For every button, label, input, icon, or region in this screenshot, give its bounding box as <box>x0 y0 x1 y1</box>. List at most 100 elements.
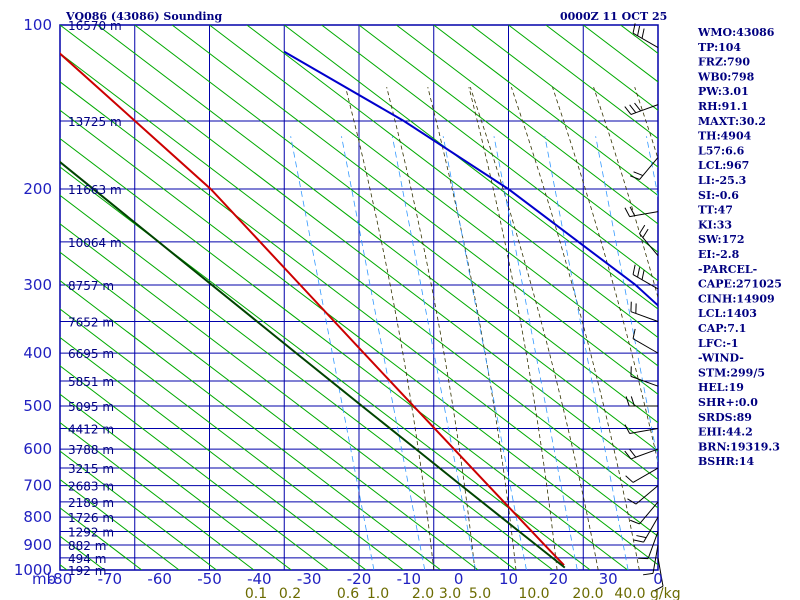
mixing-ratio-line <box>391 136 477 570</box>
pressure-tick-label: 400 <box>23 344 52 362</box>
dry-adiabat <box>60 25 658 481</box>
wind-barb-staff <box>647 531 659 559</box>
dry-adiabat <box>321 25 658 282</box>
wind-barb-flag <box>630 396 635 407</box>
temp-tick-label: 0 <box>454 570 464 588</box>
wind-barb-staff <box>639 157 659 180</box>
wind-barb-flag <box>633 171 644 177</box>
wind-barb-flag <box>629 104 637 114</box>
stat-line: TP:104 <box>698 41 741 54</box>
temp-tick-label: 10 <box>499 570 518 588</box>
wind-barb-flag <box>627 498 637 505</box>
dry-adiabat <box>60 166 591 570</box>
height-label: 16570 m <box>68 19 122 33</box>
wind-barb-staff <box>657 557 664 587</box>
stat-line: SRDS:89 <box>698 411 752 424</box>
wind-barb-staff <box>635 485 659 505</box>
mixing-ratio-line <box>748 136 800 570</box>
stat-line: LFC:-1 <box>698 337 739 350</box>
pressure-tick-label: 700 <box>23 477 52 495</box>
wind-barbs <box>624 23 664 592</box>
height-label: 5095 m <box>68 400 114 414</box>
stat-line: TH:4904 <box>698 130 752 143</box>
pressure-tick-label: 1000 <box>14 561 52 579</box>
height-label: 6695 m <box>68 347 114 361</box>
dry-adiabat <box>60 109 658 566</box>
dry-adiabat <box>60 223 516 570</box>
mixing-ratio-label: 0.1 <box>245 586 267 600</box>
mixing-ratio-unit: g/kg <box>650 586 681 600</box>
wind-barb-staff <box>632 338 659 354</box>
stat-line: RH:91.1 <box>698 100 748 113</box>
wind-barb-staff <box>639 501 659 525</box>
height-label: 11663 m <box>68 183 122 197</box>
height-label: 2189 m <box>68 496 114 510</box>
dry-adiabat <box>60 194 554 570</box>
mixing-ratio-line <box>341 136 426 570</box>
stat-line: CAP:7.1 <box>698 322 746 335</box>
dry-adiabat <box>283 25 658 310</box>
wind-barb-staff <box>652 544 659 574</box>
wind-barb-flag <box>642 228 649 238</box>
stat-line: STM:299/5 <box>698 366 765 379</box>
wind-barb-flag <box>632 264 636 275</box>
stat-line: LI:-25.3 <box>698 174 746 187</box>
height-label: 494 m <box>68 552 106 566</box>
stat-line: SW:172 <box>698 233 745 246</box>
mixing-ratio-label: 40.0 <box>614 586 645 600</box>
pressure-tick-label: 500 <box>23 397 52 415</box>
temp-tick-label: -30 <box>297 570 322 588</box>
pressure-tick-label: 200 <box>23 180 52 198</box>
wind-barb-flag <box>630 519 640 525</box>
sounding-series <box>60 50 800 570</box>
series-temperature <box>60 52 565 566</box>
stat-line: CINH:14909 <box>698 292 775 305</box>
wind-barb-flag <box>637 267 641 278</box>
mixing-ratio-line <box>595 136 658 464</box>
stat-line: L57:6.6 <box>698 144 745 157</box>
adiabat-lines <box>60 25 800 570</box>
dry-adiabat <box>60 450 217 570</box>
stat-line: TT:47 <box>698 204 733 217</box>
wind-barb-flag <box>630 175 640 180</box>
dry-adiabat <box>60 251 479 570</box>
wind-barb-flag <box>624 207 631 217</box>
series-dewpoint <box>60 160 566 569</box>
wind-barb-staff <box>630 375 659 387</box>
dry-adiabat <box>60 393 292 570</box>
dry-adiabat <box>60 81 658 537</box>
stat-line: EI:-2.8 <box>698 248 740 261</box>
stat-line: CAPE:271025 <box>698 278 782 291</box>
dry-adiabat <box>358 25 658 253</box>
series-surface-trace <box>781 563 800 570</box>
height-label: 3215 m <box>68 462 114 476</box>
wind-barb-staff <box>639 233 659 256</box>
stat-line: BSHR:14 <box>698 455 754 468</box>
wind-barb-flag <box>629 206 636 216</box>
pressure-tick-label: 100 <box>23 16 52 34</box>
mixing-ratio-line <box>442 136 527 570</box>
pressure-unit-label: mb <box>32 570 56 588</box>
height-label: 10064 m <box>68 236 122 250</box>
dry-adiabat <box>396 25 658 225</box>
temp-tick-label: -20 <box>347 570 372 588</box>
wind-barb-flag <box>625 396 630 407</box>
temp-tick-label: -80 <box>48 570 73 588</box>
wind-barb-staff <box>630 104 659 115</box>
dry-adiabat <box>134 25 658 424</box>
wind-barb-staff <box>632 467 659 483</box>
stat-line: KI:33 <box>698 218 732 231</box>
mixing-ratio-label: 20.0 <box>572 586 603 600</box>
pressure-tick-label: 800 <box>23 508 52 526</box>
wind-barb-flag <box>625 475 634 483</box>
dry-adiabat <box>60 137 628 570</box>
stat-line: WMO:43086 <box>697 26 775 39</box>
station-title: VQ086 (43086) Sounding <box>65 10 223 23</box>
stat-line: HEL:19 <box>698 381 744 394</box>
dry-adiabat <box>171 25 658 395</box>
stat-line: SI:-0.6 <box>698 189 739 202</box>
stat-line: SHR+:0.0 <box>698 396 758 409</box>
height-label: 7652 m <box>68 316 114 330</box>
